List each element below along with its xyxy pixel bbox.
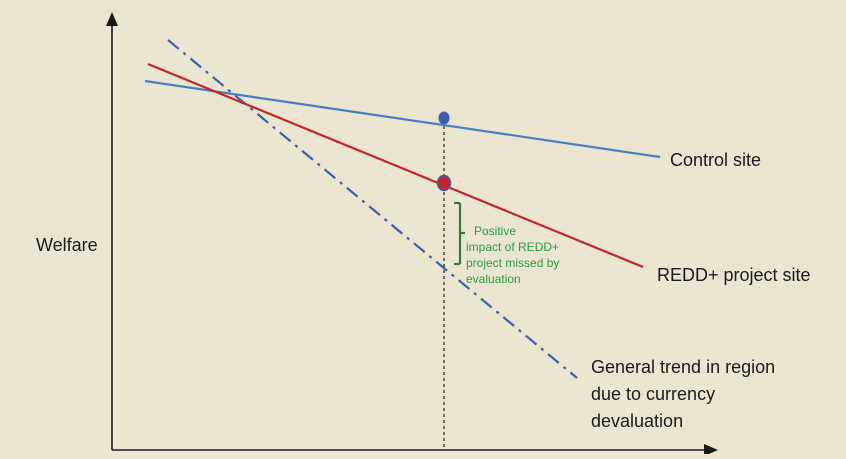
trend-line [167, 39, 578, 379]
impact-annotation-1: Positive [474, 224, 516, 238]
trend-line-label-3: devaluation [591, 411, 683, 431]
project-line-label: REDD+ project site [657, 265, 811, 285]
impact-annotation-3: project missed by [466, 256, 559, 270]
control-point [438, 111, 450, 125]
impact-bracket [454, 201, 465, 266]
project-point [436, 174, 452, 192]
trend-line-label-1: General trend in region [591, 357, 775, 377]
impact-annotation-2: impact of REDD+ [466, 240, 559, 254]
control-line-label: Control site [670, 150, 761, 170]
y-axis-label: Welfare [36, 235, 98, 255]
x-axis-arrowhead [704, 444, 718, 456]
control-line [144, 79, 661, 159]
y-axis-arrowhead [106, 12, 118, 26]
trend-line-label-2: due to currency [591, 384, 715, 404]
impact-annotation-4: evaluation [466, 272, 521, 286]
project-line [147, 62, 644, 269]
